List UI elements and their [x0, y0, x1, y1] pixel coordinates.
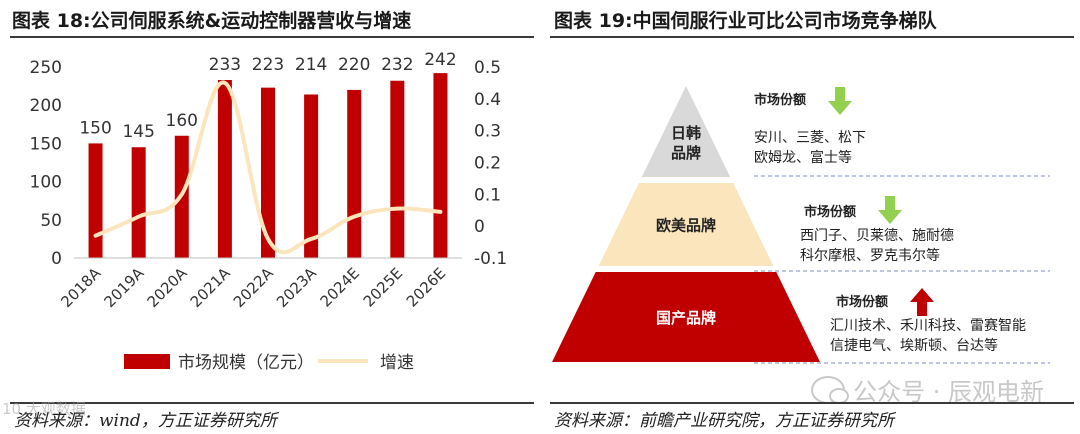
pyramid-tier	[598, 183, 774, 266]
bar	[88, 143, 103, 258]
y-right-tick-label: 0.5	[474, 58, 501, 78]
arrow-down-icon	[828, 87, 852, 115]
tier-name: 日韩	[671, 124, 701, 142]
brand-list-line: 科尔摩根、罗克韦尔等	[800, 247, 940, 264]
wechat-watermark: 公众号 · 辰观电新	[811, 372, 1044, 407]
bar-value-label: 145	[122, 122, 154, 142]
x-tick-label: 2021A	[187, 264, 234, 311]
faint-watermark: 10 大观数据	[2, 400, 86, 418]
y-right-tick-label: 0.1	[474, 185, 501, 205]
left-source: 资料来源：wind，方正证券研究所	[14, 411, 277, 431]
growth-line	[93, 80, 443, 255]
right-bottom-rule	[550, 402, 1074, 404]
left-top-rule	[10, 36, 534, 38]
y-right-tick-label: 0.4	[474, 90, 501, 110]
x-tick-label: 2023A	[273, 264, 320, 311]
market-share-label: 市场份额	[754, 92, 806, 108]
x-tick-label: 2020A	[144, 264, 191, 311]
y-left-tick-label: 0	[51, 249, 62, 269]
market-share-label: 市场份额	[836, 294, 888, 310]
right-figure-title: 图表 19:中国伺服行业可比公司市场竞争梯队	[554, 10, 937, 32]
legend-bar-swatch	[124, 354, 170, 369]
brand-list-line: 西门子、贝莱德、施耐德	[800, 228, 954, 244]
y-left-tick-label: 150	[30, 134, 62, 154]
wechat-icon	[811, 375, 850, 404]
tier-name: 国产品牌	[656, 309, 716, 327]
left-figure: 图表 18:公司伺服系统&运动控制器营收与增速 0 50 100 150 200 250 -…	[2, 10, 534, 431]
bar-value-label: 214	[295, 55, 327, 75]
bar-value-label: 150	[79, 118, 111, 138]
right-figure: 图表 19:中国伺服行业可比公司市场竞争梯队 日韩 品牌 市场份额 安川、三菱、松下欧…	[540, 0, 1080, 434]
y-right-tick-label: 0.3	[474, 122, 501, 142]
brand-list-line: 安川、三菱、松下	[754, 130, 866, 146]
bar-value-label: 232	[381, 55, 413, 75]
right-source: 资料来源：前瞻产业研究院，方正证券研究所	[554, 411, 894, 431]
brand-list-line: 信捷电气、埃斯顿、台达等	[830, 337, 998, 354]
bar-value-label: 220	[338, 55, 370, 75]
pyramid-tier	[552, 272, 820, 362]
y-right-tick-label: -0.1	[474, 249, 507, 269]
bar	[304, 94, 319, 258]
arrow-down-icon	[878, 196, 902, 224]
bar	[433, 73, 448, 258]
watermark-text: 公众号 · 辰观电新	[853, 378, 1044, 406]
market-share-label: 市场份额	[804, 204, 856, 220]
bar-value-label: 242	[424, 50, 456, 70]
y-right-tick-label: 0.2	[474, 154, 501, 174]
bar	[131, 147, 146, 258]
y-right-tick-label: 0	[474, 217, 485, 237]
competition-pyramid: 日韩品牌市场份额安川、三菱、松下欧姆龙、富士等欧美品牌市场份额西门子、贝莱德、施…	[552, 86, 1050, 364]
x-tick-label: 2022A	[230, 264, 277, 311]
bar	[217, 79, 232, 258]
bar	[390, 80, 405, 258]
bar-value-label: 160	[166, 111, 198, 131]
arrow-up-icon	[910, 288, 934, 316]
tier-name: 欧美品牌	[656, 217, 716, 235]
x-tick-label: 2018A	[57, 264, 104, 311]
y-left-tick-label: 100	[30, 173, 62, 193]
bar-value-label: 223	[252, 55, 284, 75]
x-tick-label: 2025E	[360, 264, 406, 310]
y-left-tick-label: 200	[30, 96, 62, 116]
x-tick-label: 2024E	[317, 264, 363, 310]
brand-list-line: 欧姆龙、富士等	[754, 149, 852, 166]
bar	[261, 87, 275, 259]
y-left-tick-label: 250	[30, 58, 62, 78]
brand-list-line: 汇川技术、禾川科技、雷赛智能	[830, 318, 1026, 334]
y-left-tick-label: 50	[40, 211, 62, 231]
tier-name: 品牌	[671, 144, 701, 162]
right-top-rule	[550, 36, 1074, 38]
pyramid-tier	[641, 86, 731, 177]
left-figure-title: 图表 18:公司伺服系统&运动控制器营收与增速	[12, 10, 412, 32]
bar-value-label: 233	[209, 55, 241, 75]
left-bottom-rule	[10, 402, 534, 404]
legend-bar-label: 市场规模（亿元）	[178, 353, 314, 373]
revenue-growth-chart: 0 50 100 150 200 250 -0.1 0 0.1 0.2 0.3 0.4 0.5 150 14…	[30, 50, 508, 373]
legend-line-label: 增速	[380, 353, 414, 373]
x-tick-label: 2019A	[101, 264, 148, 311]
bar	[347, 89, 362, 258]
x-tick-label: 2026E	[403, 264, 449, 310]
